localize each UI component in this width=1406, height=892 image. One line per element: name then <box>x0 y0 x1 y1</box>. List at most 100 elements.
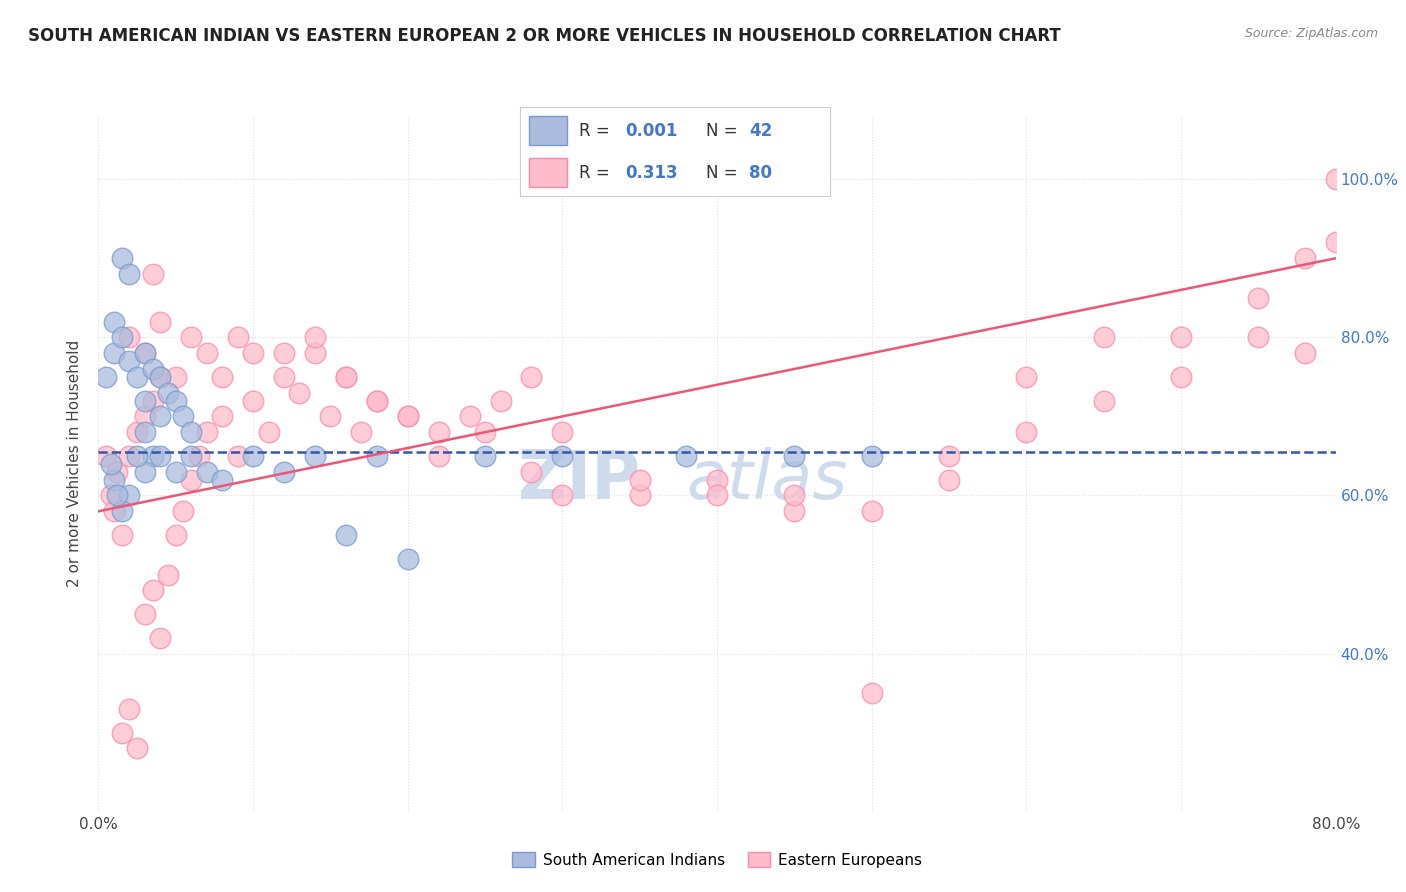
Point <box>157 567 180 582</box>
Y-axis label: 2 or more Vehicles in Household: 2 or more Vehicles in Household <box>67 340 83 588</box>
Point <box>111 252 134 266</box>
Point <box>458 409 481 424</box>
Text: ZIP: ZIP <box>517 447 640 513</box>
Point <box>257 425 280 440</box>
Point <box>149 449 172 463</box>
Point <box>165 369 187 384</box>
Point <box>1247 291 1270 305</box>
Point <box>149 409 172 424</box>
Point <box>127 741 149 756</box>
Point <box>211 369 233 384</box>
Text: 80: 80 <box>749 163 772 182</box>
Text: 42: 42 <box>749 121 772 140</box>
Point <box>211 473 233 487</box>
Point <box>706 488 728 502</box>
Point <box>173 504 195 518</box>
Point <box>1170 330 1192 344</box>
Point <box>783 504 806 518</box>
Point <box>1324 172 1347 186</box>
Point <box>142 449 165 463</box>
Point <box>118 449 141 463</box>
Point <box>1015 425 1038 440</box>
Point <box>1170 369 1192 384</box>
Point <box>118 354 141 368</box>
Point <box>134 409 156 424</box>
Point <box>149 314 172 328</box>
Point <box>118 702 141 716</box>
Point <box>938 473 960 487</box>
Point <box>783 488 806 502</box>
Point <box>288 385 311 400</box>
Point <box>350 425 373 440</box>
Point <box>142 393 165 408</box>
Point <box>783 449 806 463</box>
Point <box>319 409 342 424</box>
Point <box>134 346 156 360</box>
Point <box>860 686 883 700</box>
Point <box>304 449 326 463</box>
Point <box>127 369 149 384</box>
Point <box>628 473 651 487</box>
Point <box>273 465 295 479</box>
Point <box>335 369 357 384</box>
Point <box>149 631 172 645</box>
Text: R =: R = <box>579 121 614 140</box>
Point <box>111 725 134 739</box>
Point <box>180 330 202 344</box>
Point <box>551 449 574 463</box>
Text: N =: N = <box>706 121 742 140</box>
Point <box>551 425 574 440</box>
Point <box>1247 330 1270 344</box>
Point <box>226 330 249 344</box>
Point <box>100 457 122 471</box>
Point <box>1294 346 1316 360</box>
Point <box>1092 393 1115 408</box>
Point <box>335 369 357 384</box>
Point <box>134 607 156 621</box>
Point <box>165 465 187 479</box>
Point <box>242 393 264 408</box>
Point <box>111 330 134 344</box>
Point <box>134 425 156 440</box>
Point <box>335 528 357 542</box>
Text: 0.313: 0.313 <box>626 163 678 182</box>
Point <box>105 465 128 479</box>
Point <box>1294 252 1316 266</box>
Point <box>157 385 180 400</box>
Point <box>706 473 728 487</box>
Bar <box>530 116 567 145</box>
Point <box>111 528 134 542</box>
Point <box>142 362 165 376</box>
Point <box>195 425 218 440</box>
Point <box>165 528 187 542</box>
Point <box>1015 369 1038 384</box>
Text: atlas: atlas <box>686 447 848 513</box>
Point <box>118 330 141 344</box>
Point <box>134 346 156 360</box>
Point <box>366 393 388 408</box>
Point <box>188 449 211 463</box>
Point <box>520 369 543 384</box>
Point <box>96 369 118 384</box>
Point <box>1092 330 1115 344</box>
Point <box>142 583 165 598</box>
Point <box>180 449 202 463</box>
Point <box>118 488 141 502</box>
Point <box>195 346 218 360</box>
Point <box>273 346 295 360</box>
Point <box>396 409 419 424</box>
Point <box>520 465 543 479</box>
Point <box>427 449 450 463</box>
Point <box>165 393 187 408</box>
Point <box>860 504 883 518</box>
Point <box>474 449 496 463</box>
Point <box>242 346 264 360</box>
Point <box>1324 235 1347 250</box>
Text: SOUTH AMERICAN INDIAN VS EASTERN EUROPEAN 2 OR MORE VEHICLES IN HOUSEHOLD CORREL: SOUTH AMERICAN INDIAN VS EASTERN EUROPEA… <box>28 27 1062 45</box>
Point <box>100 488 122 502</box>
Point <box>551 488 574 502</box>
Point <box>180 473 202 487</box>
Point <box>134 393 156 408</box>
Point <box>103 473 125 487</box>
Point <box>860 449 883 463</box>
